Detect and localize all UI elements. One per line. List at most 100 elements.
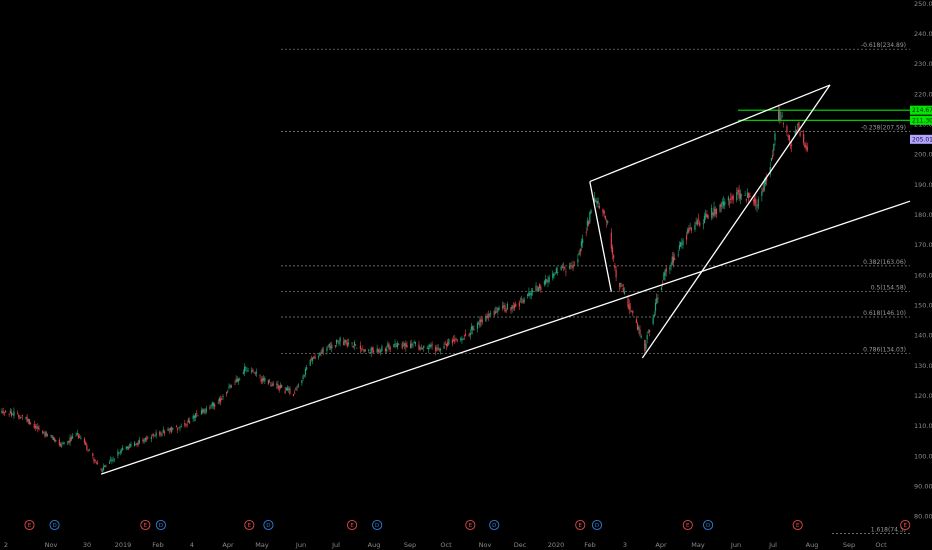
y-tick-label: 130.00 [914, 362, 932, 370]
event-circle [900, 519, 911, 531]
candle-body [289, 387, 291, 395]
candle-body [787, 135, 789, 137]
candle-body [451, 339, 454, 344]
candle-body [105, 465, 107, 467]
candle-body [761, 191, 763, 196]
candle-body [653, 314, 655, 317]
event-circle [347, 519, 358, 531]
candle-body [380, 349, 382, 353]
candle-body [292, 394, 295, 397]
candle-body [515, 303, 517, 307]
candle-body [786, 126, 788, 133]
candle-body [420, 348, 422, 350]
candle-body [134, 442, 136, 447]
candle-body [18, 414, 20, 418]
y-tick-label: 80.00 [914, 513, 932, 521]
event-circle [703, 519, 714, 531]
channel-upper-left [589, 181, 612, 292]
candle-body [180, 426, 182, 428]
candle-body [461, 338, 463, 341]
candle-body [389, 347, 391, 349]
dividend-event-marker: D [372, 519, 383, 531]
earnings-event-marker: E [347, 519, 358, 531]
candle-body [646, 335, 648, 340]
candle-body [782, 123, 784, 125]
candle-body [100, 468, 102, 470]
candle-body [560, 266, 562, 270]
candle-body [25, 417, 27, 419]
candle-body [237, 378, 240, 382]
candle-body [393, 344, 395, 348]
candle-body [264, 378, 266, 382]
candle-body [657, 297, 659, 299]
candle-body [473, 329, 475, 330]
candle-body [344, 339, 346, 343]
candle-body [280, 384, 283, 388]
price-tag-box [910, 105, 932, 115]
candle-body [619, 282, 621, 288]
candle-body [376, 348, 378, 353]
candle-body [43, 431, 45, 433]
candle-body [596, 201, 598, 204]
candle-body [714, 208, 716, 214]
candle-body [339, 337, 341, 343]
price-tag-text: 211.30 [912, 117, 932, 124]
candle-body [320, 352, 322, 354]
candle-body [80, 437, 82, 439]
candle-body [93, 458, 95, 462]
candle-body [319, 352, 321, 356]
candle-body [226, 391, 228, 394]
candle-body [715, 209, 718, 215]
candle-body [669, 267, 671, 270]
candle-body [697, 218, 700, 220]
y-tick-label: 120.00 [914, 392, 932, 400]
candle-body [781, 115, 783, 117]
candle-body [209, 407, 211, 409]
candle-body [410, 343, 412, 349]
candle-body [253, 371, 255, 373]
candle-body [314, 356, 316, 360]
candle-body [188, 421, 191, 424]
y-tick-label: 200.00 [914, 151, 932, 159]
x-tick-label: Nov [479, 541, 492, 549]
candle-body [102, 466, 105, 470]
candle-body [660, 287, 663, 291]
fib-level-label: 1.618(74.3) [871, 527, 906, 534]
candle-body [615, 269, 617, 278]
candle-body [720, 203, 722, 208]
candle-body [260, 379, 262, 383]
fib-level-label: 0.786(134.03) [863, 346, 906, 353]
candle-body [162, 429, 164, 433]
candle-body [247, 370, 249, 372]
candle-body [272, 383, 274, 386]
candle-body [504, 305, 506, 312]
x-tick-label: 2 [4, 541, 8, 549]
candle-body [488, 314, 491, 316]
candle-body [481, 319, 483, 322]
time-axis[interactable]: 2 Nov 30 2019 Feb 4 Apr May Jun Jul Aug Sep Oct Nov De… [4, 541, 887, 549]
candle-body [565, 271, 567, 273]
candle-body [194, 413, 197, 418]
candle-body [494, 311, 497, 313]
candle-body [797, 123, 799, 126]
candle-body [564, 266, 566, 269]
candle-body [10, 412, 13, 416]
candle-body [205, 408, 207, 412]
candle-body [539, 284, 541, 289]
candle-body [145, 438, 148, 440]
candle-body [476, 323, 479, 329]
long-trendline [100, 200, 911, 475]
candle-body [228, 387, 230, 389]
candle-body [493, 311, 495, 316]
candle-body [688, 227, 690, 232]
candle-body [604, 215, 606, 219]
event-letter: E [144, 523, 148, 529]
candle-body [243, 366, 246, 373]
candle-body [37, 425, 39, 430]
candle-body [602, 209, 604, 213]
candle-body [511, 305, 513, 309]
x-tick-label: Jul [768, 541, 777, 549]
candle-body [695, 222, 697, 224]
candle-body [745, 199, 747, 201]
